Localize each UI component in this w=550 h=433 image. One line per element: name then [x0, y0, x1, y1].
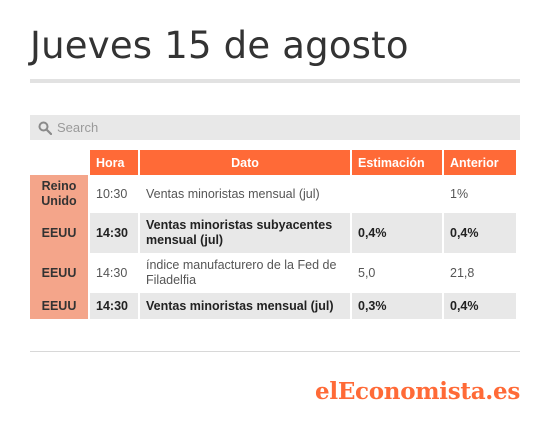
cell-hora: 14:30 [90, 293, 138, 319]
cell-hora: 14:30 [90, 213, 138, 253]
cell-estimacion: 0,3% [352, 293, 442, 319]
cell-hora: 10:30 [90, 175, 138, 213]
cell-dato: Ventas minoristas subyacentes mensual (j… [140, 213, 350, 253]
calendar-table: Hora Dato Estimación Anterior Reino Unid… [28, 150, 518, 319]
cell-dato: Ventas minoristas mensual (jul) [140, 293, 350, 319]
footer-divider [30, 351, 520, 352]
cell-country: EEUU [30, 293, 88, 319]
header-dato[interactable]: Dato [140, 150, 350, 175]
cell-country: EEUU [30, 253, 88, 293]
cell-anterior: 0,4% [444, 213, 516, 253]
header-country [30, 150, 88, 175]
table-row: EEUU 14:30 índice manufacturero de la Fe… [30, 253, 516, 293]
cell-country: EEUU [30, 213, 88, 253]
cell-hora: 14:30 [90, 253, 138, 293]
table-row: EEUU 14:30 Ventas minoristas subyacentes… [30, 213, 516, 253]
title-divider [30, 79, 520, 83]
table-row: EEUU 14:30 Ventas minoristas mensual (ju… [30, 293, 516, 319]
header-anterior[interactable]: Anterior [444, 150, 516, 175]
table-row: Reino Unido 10:30 Ventas minoristas mens… [30, 175, 516, 213]
header-hora[interactable]: Hora [90, 150, 138, 175]
cell-dato: Ventas minoristas mensual (jul) [140, 175, 350, 213]
search-icon [38, 121, 52, 135]
cell-anterior: 0,4% [444, 293, 516, 319]
search-input[interactable] [57, 120, 477, 135]
cell-estimacion: 0,4% [352, 213, 442, 253]
cell-dato: índice manufacturero de la Fed de Filade… [140, 253, 350, 293]
cell-country: Reino Unido [30, 175, 88, 213]
cell-anterior: 21,8 [444, 253, 516, 293]
table-header-row: Hora Dato Estimación Anterior [30, 150, 516, 175]
brand-logo[interactable]: elEconomista.es [315, 378, 520, 405]
cell-estimacion [352, 175, 442, 213]
cell-anterior: 1% [444, 175, 516, 213]
header-estimacion[interactable]: Estimación [352, 150, 442, 175]
search-bar[interactable] [30, 115, 520, 140]
page-title: Jueves 15 de agosto [30, 24, 409, 67]
cell-estimacion: 5,0 [352, 253, 442, 293]
